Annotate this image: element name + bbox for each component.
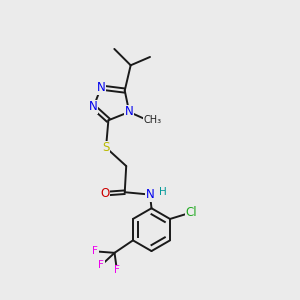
Text: H: H <box>159 187 167 197</box>
Text: F: F <box>92 246 98 256</box>
Text: N: N <box>97 81 105 94</box>
Text: CH₃: CH₃ <box>144 115 162 125</box>
Text: O: O <box>100 187 109 200</box>
Text: N: N <box>125 106 134 118</box>
Text: F: F <box>114 265 120 275</box>
Text: S: S <box>102 141 110 154</box>
Text: N: N <box>146 188 154 201</box>
Text: Cl: Cl <box>186 206 197 219</box>
Text: F: F <box>98 260 104 270</box>
Text: N: N <box>89 100 98 113</box>
